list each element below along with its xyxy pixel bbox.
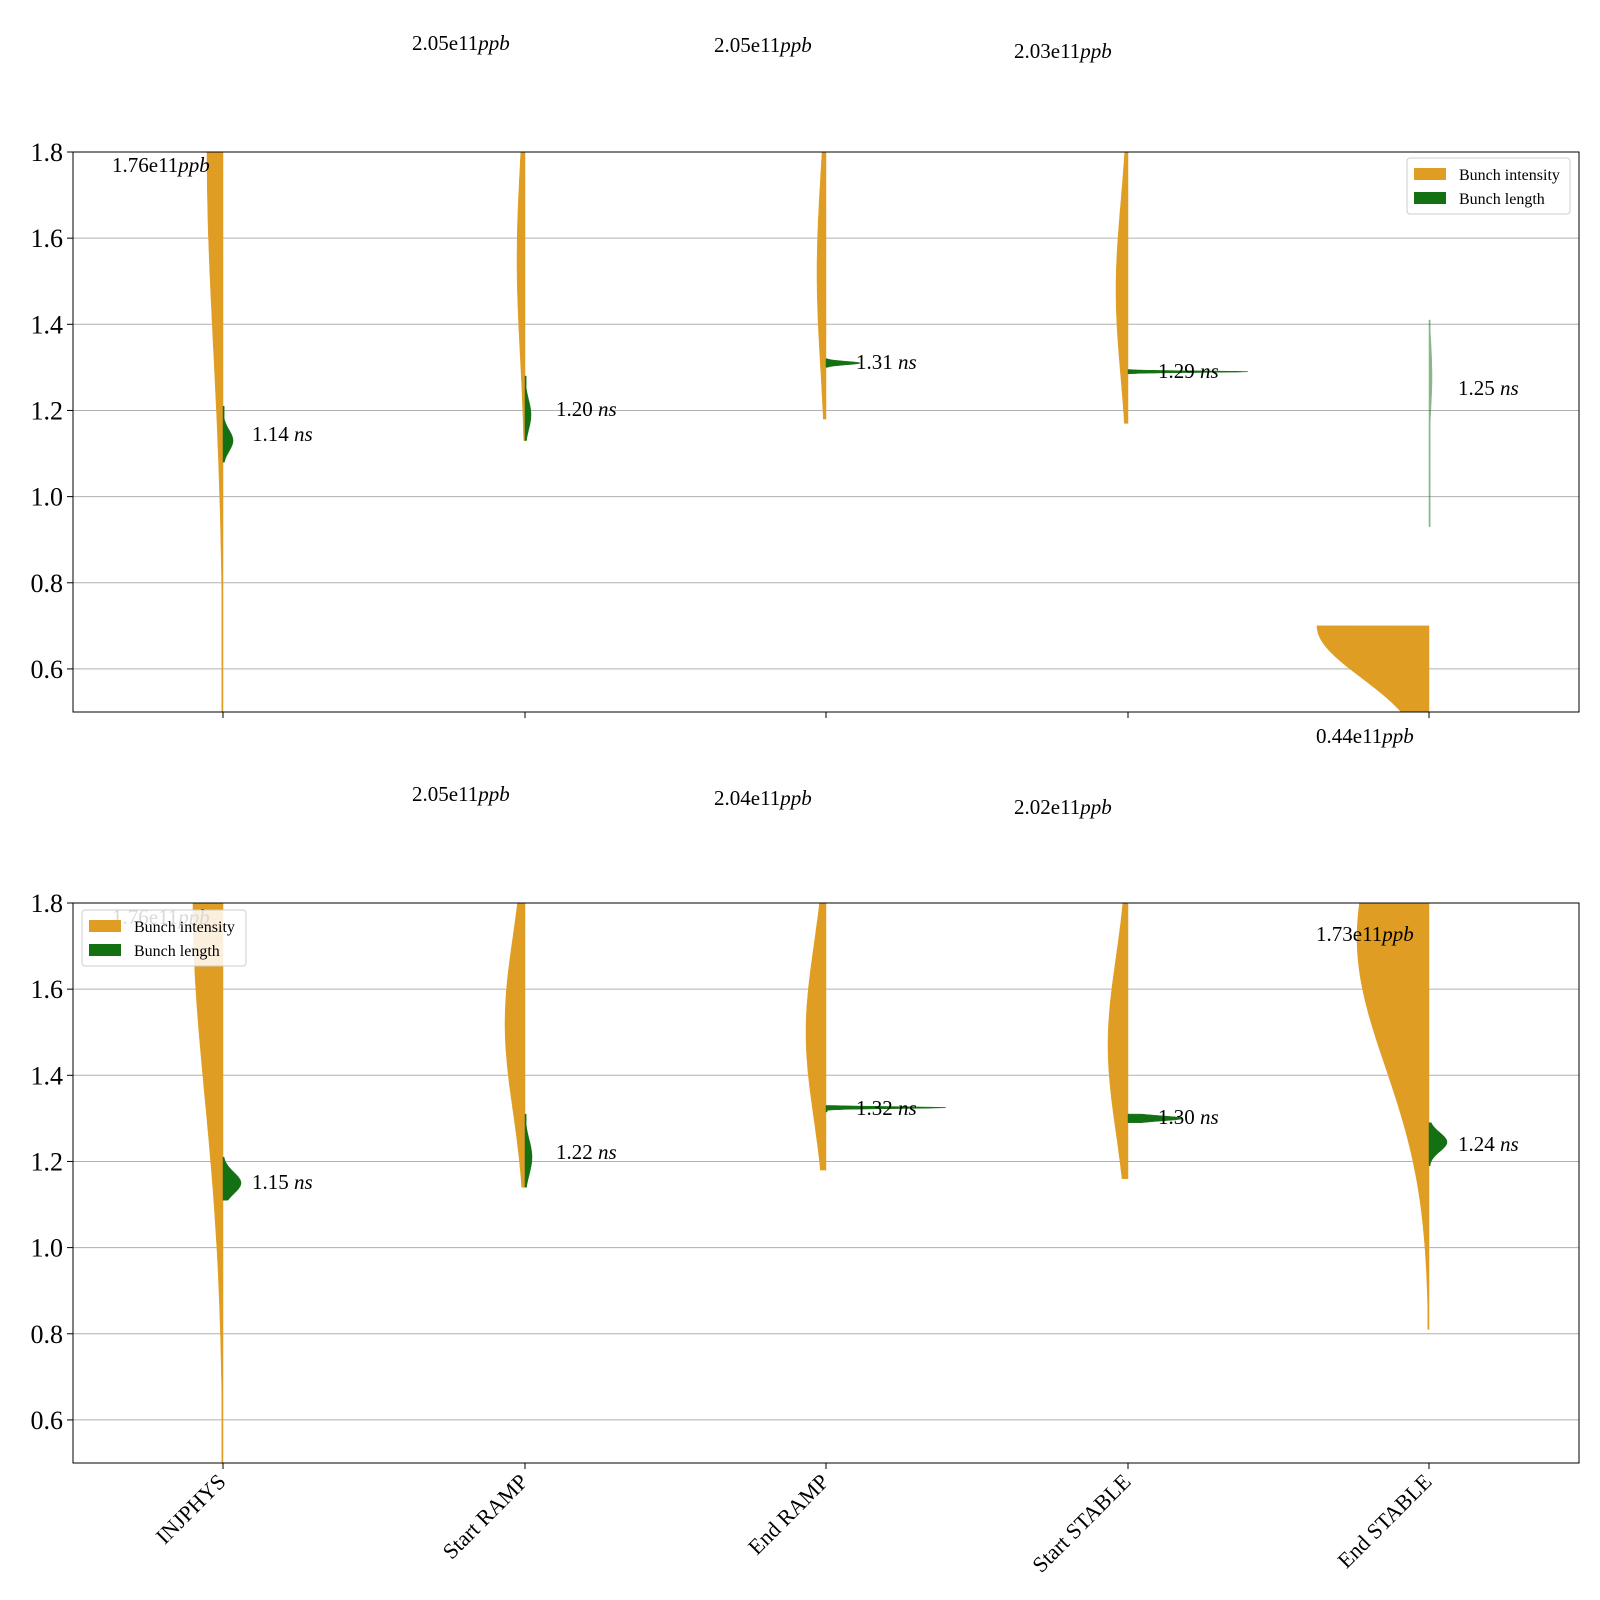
length-violin xyxy=(1127,1113,1184,1123)
length-violin xyxy=(1428,1122,1448,1167)
intensity-label: 0.44e11ppb xyxy=(1316,724,1414,748)
legend-box xyxy=(1406,157,1571,215)
length-label: 1.29 ns xyxy=(1158,359,1219,383)
y-tick-label: 1.2 xyxy=(31,1147,64,1176)
intensity-violin xyxy=(805,903,827,1171)
x-tick-label: End STABLE xyxy=(1332,1469,1436,1573)
violins xyxy=(206,152,1433,712)
y-tick-label: 0.6 xyxy=(31,655,64,684)
intensity-label: 2.05e11ppb xyxy=(412,31,510,55)
intensity-violin xyxy=(504,903,526,1188)
intensity-violin xyxy=(1316,625,1430,712)
intensity-violin xyxy=(1356,903,1430,1330)
intensity-label: 2.05e11ppb xyxy=(412,782,510,806)
y-tick-label: 1.4 xyxy=(31,1061,64,1090)
violins xyxy=(192,903,1448,1463)
axes-frame xyxy=(72,151,1580,713)
intensity-violin xyxy=(206,152,224,712)
intensity-label: 2.03e11ppb xyxy=(1014,39,1112,63)
length-label: 1.14 ns xyxy=(252,422,313,446)
intensity-violin xyxy=(516,152,526,441)
intensity-violin xyxy=(1107,903,1129,1179)
length-label: 1.32 ns xyxy=(856,1096,917,1120)
y-tick-label: 0.8 xyxy=(31,569,64,598)
intensity-label: 1.76e11ppb xyxy=(112,153,210,177)
intensity-label: 1.73e11ppb xyxy=(1316,922,1414,946)
length-violin xyxy=(222,1156,242,1201)
y-tick-label: 1.2 xyxy=(31,396,64,425)
x-tick-label: INJPHYS xyxy=(151,1469,231,1549)
y-tick-label: 1.4 xyxy=(31,310,64,339)
length-label: 1.20 ns xyxy=(556,397,617,421)
legend-label: Bunch intensity xyxy=(1459,167,1560,184)
length-label: 1.30 ns xyxy=(1158,1105,1219,1129)
legend-label: Bunch intensity xyxy=(134,919,235,936)
y-tick-label: 1.6 xyxy=(31,975,64,1004)
axes-frame xyxy=(72,902,1580,1464)
legend-swatch xyxy=(1414,168,1446,180)
length-violin xyxy=(524,1113,533,1188)
length-violin xyxy=(1428,319,1433,528)
length-label: 1.15 ns xyxy=(252,1170,313,1194)
y-tick-label: 1.8 xyxy=(31,138,64,167)
x-tick-label: End RAMP xyxy=(743,1469,834,1560)
intensity-violin xyxy=(192,903,224,1463)
length-violin xyxy=(524,375,532,441)
legend: Bunch intensity Bunch length xyxy=(81,909,247,967)
length-violin xyxy=(825,358,861,368)
intensity-label: 2.05e11ppb xyxy=(714,33,812,57)
length-label: 1.31 ns xyxy=(856,350,917,374)
intensity-label: 2.04e11ppb xyxy=(714,786,812,810)
y-tick-label: 0.6 xyxy=(31,1406,64,1435)
length-label: 1.25 ns xyxy=(1458,376,1519,400)
legend-label: Bunch length xyxy=(134,943,220,960)
legend-label: Bunch length xyxy=(1459,191,1545,208)
intensity-violin xyxy=(816,152,827,420)
legend-swatch xyxy=(1414,192,1446,204)
length-label: 1.24 ns xyxy=(1458,1132,1519,1156)
panel-2: 0.60.81.01.21.41.61.81.76e11ppb2.05e11pp… xyxy=(31,782,1580,1577)
legend-box xyxy=(81,909,247,967)
y-tick-label: 1.0 xyxy=(31,483,64,512)
y-tick-label: 1.6 xyxy=(31,224,64,253)
y-tick-label: 1.0 xyxy=(31,1234,64,1263)
legend-swatch xyxy=(89,944,121,956)
x-tick-label: Start RAMP xyxy=(437,1469,532,1564)
y-tick-label: 1.8 xyxy=(31,889,64,918)
x-tick-label: Start STABLE xyxy=(1027,1469,1135,1577)
panel-1: 0.6 0.8 1.0 1.2 1.4 1.6 1.8 1.76e11ppb 2.05e11pp… xyxy=(31,31,1580,748)
legend-swatch xyxy=(89,920,121,932)
length-violin xyxy=(825,1105,947,1113)
length-label: 1.22 ns xyxy=(556,1140,617,1164)
legend: Bunch intensity Bunch length xyxy=(1406,157,1571,215)
length-violin xyxy=(1127,369,1249,375)
y-tick-label: 0.8 xyxy=(31,1320,64,1349)
intensity-violin xyxy=(1115,152,1129,424)
length-violin xyxy=(222,405,234,463)
intensity-label: 2.02e11ppb xyxy=(1014,795,1112,819)
